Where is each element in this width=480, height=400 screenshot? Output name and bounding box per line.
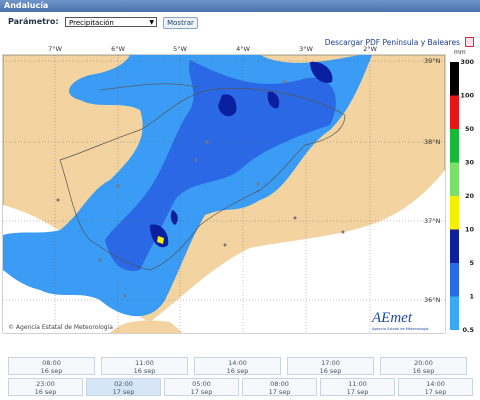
lon-label: 2°W	[363, 45, 377, 53]
time-date: 16 sep	[34, 388, 57, 396]
lat-label: 37°N	[424, 217, 441, 225]
header-title: Andalucía	[0, 0, 480, 12]
time-date: 16 sep	[226, 367, 249, 375]
graticule	[3, 55, 445, 333]
time-button[interactable]: 08:00 16 sep	[8, 357, 95, 375]
lon-label: 6°W	[111, 45, 125, 53]
time-time: 17:00	[321, 359, 340, 367]
time-time: 05:00	[192, 380, 211, 388]
time-button[interactable]: 23:00 16 sep	[8, 378, 83, 396]
show-button[interactable]: Mostrar	[163, 17, 198, 29]
time-date: 17 sep	[112, 388, 135, 396]
logo: AEmet	[371, 310, 413, 326]
time-time: 08:00	[270, 380, 289, 388]
lon-label: 5°W	[173, 45, 187, 53]
time-button[interactable]: 20:00 16 sep	[380, 357, 467, 375]
legend-level: 5	[469, 259, 474, 267]
pdf-icon[interactable]	[465, 37, 474, 47]
precip-medium	[105, 60, 336, 271]
legend-level: 10	[465, 226, 475, 234]
time-time: 14:00	[426, 380, 445, 388]
lon-label: 3°W	[299, 45, 313, 53]
time-button[interactable]: 14:00 17 sep	[398, 378, 473, 396]
lon-label: 7°W	[48, 45, 62, 53]
legend-swatch	[450, 62, 459, 96]
legend-unit: mm	[454, 49, 466, 56]
logo-sub: Agencia Estatal de Meteorología	[372, 327, 429, 331]
time-time: 14:00	[228, 359, 247, 367]
time-date: 16 sep	[319, 367, 342, 375]
time-button[interactable]: 14:00 16 sep	[194, 357, 281, 375]
legend-swatch	[450, 162, 459, 196]
region-border	[59, 87, 346, 271]
time-button[interactable]: 11:00 16 sep	[101, 357, 188, 375]
time-button[interactable]: 02:00 17 sep	[86, 378, 161, 396]
time-date: 17 sep	[268, 388, 291, 396]
select-value: Precipitación	[69, 19, 114, 27]
time-date: 16 sep	[412, 367, 435, 375]
map-area: 7°W 6°W 5°W 4°W 3°W 2°W 39°N 38°N 37°N 36°N © Age…	[2, 45, 475, 334]
time-time: 02:00	[114, 380, 133, 388]
param-label: Parámetro:	[8, 17, 59, 26]
africa	[110, 320, 182, 333]
legend-swatch	[450, 196, 459, 230]
legend-level: 50	[465, 125, 475, 133]
time-button[interactable]: 05:00 17 sep	[164, 378, 239, 396]
download-link[interactable]: Descargar PDF Península y Baleares	[324, 38, 460, 47]
legend-swatch	[450, 95, 459, 129]
lon-label: 4°W	[236, 45, 250, 53]
credit: © Agencia Estatal de Meteorología	[8, 324, 113, 331]
legend-level: 300	[460, 58, 474, 66]
time-date: 17 sep	[190, 388, 213, 396]
legend-swatch	[450, 296, 459, 330]
time-button[interactable]: 17:00 16 sep	[287, 357, 374, 375]
legend-swatch	[450, 263, 459, 297]
param-select[interactable]: Precipitación ▼	[65, 17, 157, 27]
legend-level: 0.5	[462, 326, 474, 334]
time-time: 11:00	[135, 359, 154, 367]
lat-label: 39°N	[424, 57, 441, 65]
precip-peak	[157, 236, 164, 244]
sea	[3, 170, 445, 333]
time-date: 17 sep	[424, 388, 447, 396]
legend-level: 100	[460, 92, 474, 100]
legend-level: 1	[469, 293, 474, 301]
select-arrow: ▼	[149, 19, 154, 26]
legend-level: 20	[465, 192, 475, 200]
time-time: 20:00	[414, 359, 433, 367]
legend-swatch	[450, 229, 459, 263]
time-date: 16 sep	[40, 367, 63, 375]
time-time: 11:00	[348, 380, 367, 388]
time-date: 17 sep	[346, 388, 369, 396]
time-time: 08:00	[42, 359, 61, 367]
legend-level: 30	[465, 159, 475, 167]
lat-label: 36°N	[424, 296, 441, 304]
lat-label: 38°N	[424, 138, 441, 146]
time-date: 16 sep	[133, 367, 156, 375]
time-time: 23:00	[36, 380, 55, 388]
legend-swatch	[450, 129, 459, 163]
cities	[56, 80, 345, 298]
time-button[interactable]: 11:00 17 sep	[320, 378, 395, 396]
time-button[interactable]: 08:00 17 sep	[242, 378, 317, 396]
border	[99, 83, 201, 91]
